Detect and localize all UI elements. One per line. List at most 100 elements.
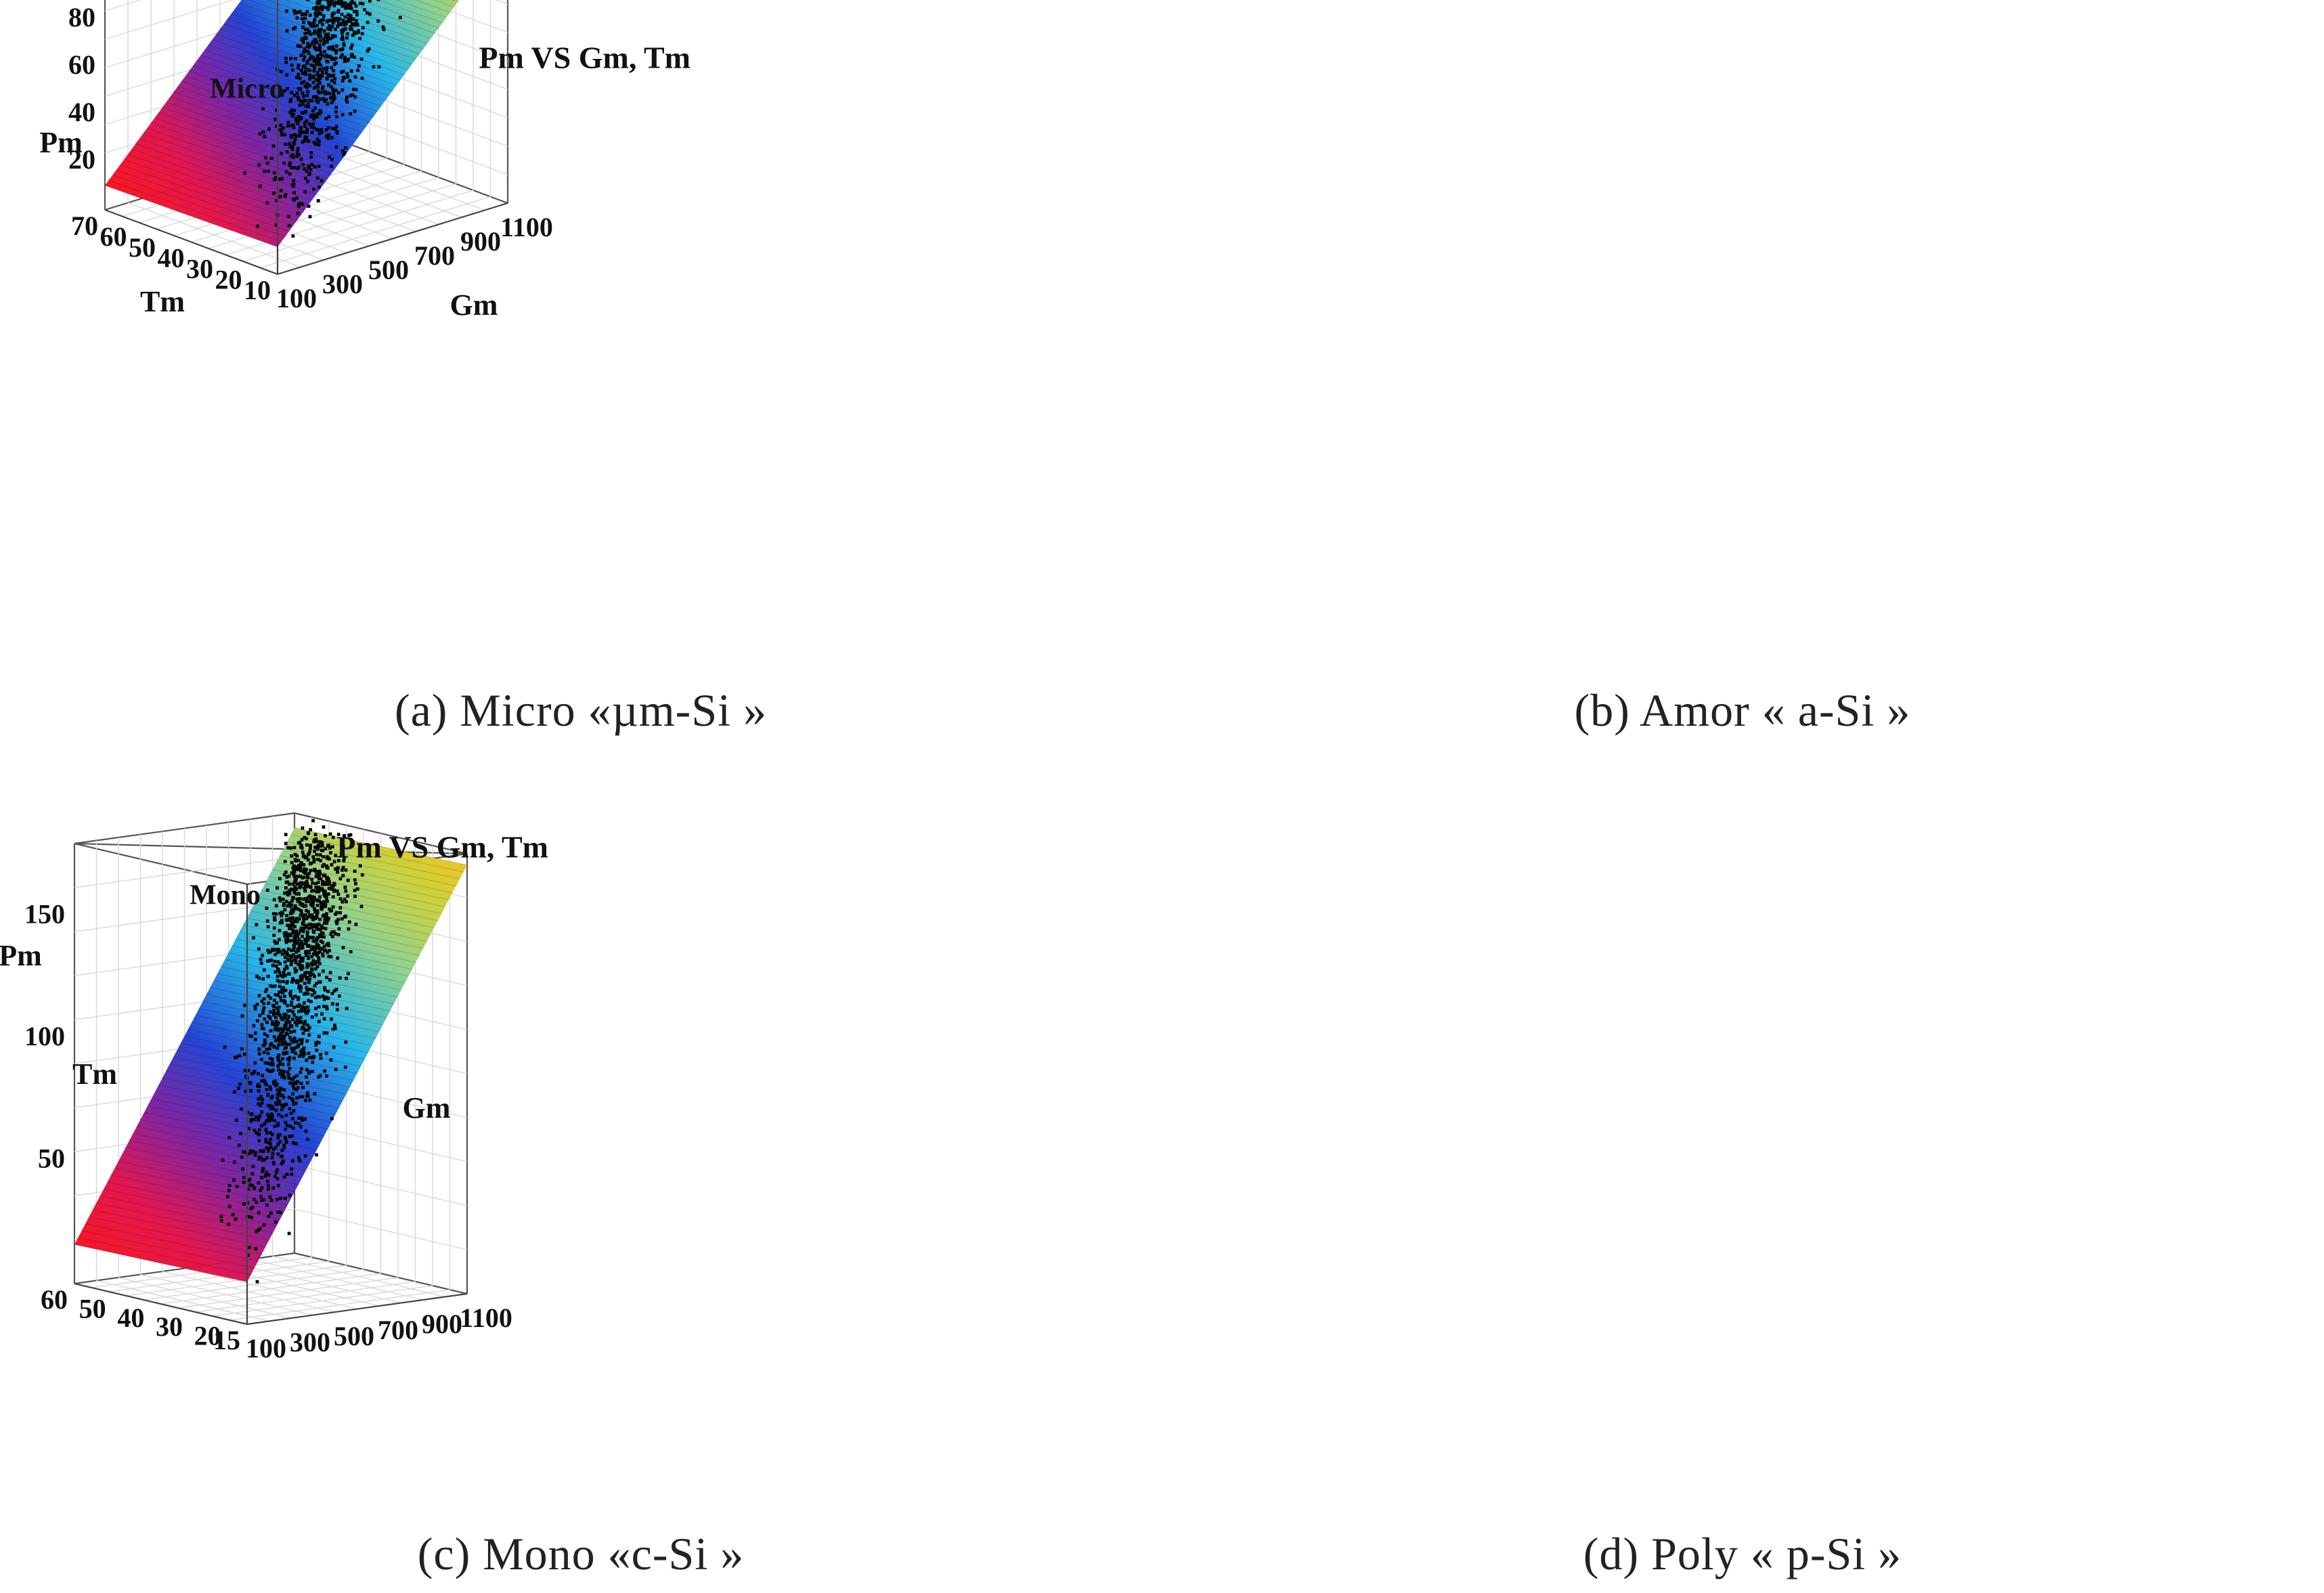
- plane-surface: [105, 0, 460, 247]
- data-point: [344, 914, 347, 918]
- data-point: [331, 895, 335, 899]
- data-point: [282, 1052, 286, 1056]
- data-point: [265, 1203, 269, 1207]
- data-point: [289, 846, 293, 850]
- data-point: [312, 69, 316, 73]
- data-point: [315, 946, 319, 951]
- data-point: [326, 918, 330, 922]
- data-point: [341, 79, 345, 83]
- data-point: [280, 1104, 284, 1108]
- data-point: [307, 1026, 311, 1030]
- data-point: [257, 1157, 261, 1161]
- tm-tick-label: 15: [213, 1325, 240, 1355]
- data-point: [307, 204, 311, 208]
- data-point: [313, 909, 317, 913]
- data-point: [273, 970, 278, 974]
- data-point: [323, 881, 327, 885]
- data-point: [274, 912, 278, 916]
- data-point: [263, 1122, 267, 1126]
- data-point: [237, 1143, 241, 1148]
- data-point: [307, 122, 311, 126]
- data-point: [338, 976, 342, 980]
- data-point: [291, 882, 295, 886]
- data-point: [262, 1078, 266, 1082]
- data-point: [265, 1068, 269, 1072]
- data-point: [334, 34, 337, 38]
- data-point: [293, 885, 297, 889]
- data-point: [315, 853, 319, 856]
- data-point: [250, 1206, 255, 1209]
- data-point: [345, 976, 348, 980]
- data-point: [347, 6, 351, 9]
- data-point: [299, 1016, 303, 1020]
- data-point: [271, 1107, 275, 1110]
- data-point: [337, 858, 341, 863]
- data-point: [349, 46, 353, 50]
- data-point: [331, 905, 335, 909]
- data-point: [315, 53, 320, 58]
- data-point: [292, 198, 297, 202]
- data-point: [325, 60, 328, 63]
- data-point: [238, 1083, 242, 1086]
- data-point: [338, 47, 342, 51]
- data-point: [319, 1056, 323, 1060]
- data-point: [265, 1171, 269, 1175]
- data-point: [276, 1152, 280, 1156]
- data-point: [345, 22, 348, 25]
- data-point: [341, 35, 345, 39]
- data-point: [282, 1034, 286, 1038]
- data-point: [270, 1118, 273, 1121]
- data-point: [279, 123, 283, 127]
- caption-amorphe: (b) Amor « a-Si »: [1574, 684, 1911, 736]
- data-point: [297, 64, 301, 67]
- data-point: [284, 951, 288, 955]
- data-point: [313, 846, 317, 849]
- data-point: [288, 924, 292, 928]
- data-point: [299, 929, 303, 933]
- data-point: [312, 64, 315, 68]
- data-point: [334, 110, 338, 114]
- data-point: [304, 72, 308, 77]
- data-point: [348, 3, 352, 7]
- data-point: [295, 907, 299, 911]
- data-point: [283, 194, 287, 198]
- data-point: [288, 172, 292, 176]
- data-point: [330, 47, 334, 50]
- data-point: [289, 1030, 293, 1034]
- data-point: [297, 867, 301, 871]
- data-point: [303, 1154, 307, 1158]
- data-point: [298, 1038, 301, 1042]
- data-point: [296, 147, 300, 150]
- data-point: [288, 901, 291, 905]
- data-point: [299, 866, 303, 870]
- data-point: [332, 73, 336, 77]
- data-point: [282, 971, 286, 974]
- data-point: [306, 68, 309, 72]
- data-point: [321, 0, 325, 1]
- data-point: [297, 1116, 301, 1120]
- data-point: [355, 887, 359, 891]
- data-point: [272, 934, 276, 937]
- data-point: [306, 938, 310, 942]
- data-point: [317, 62, 322, 66]
- data-point: [340, 28, 344, 32]
- data-point: [305, 909, 308, 913]
- data-point: [286, 1028, 290, 1032]
- data-point: [292, 1048, 295, 1052]
- data-point: [297, 892, 301, 896]
- data-point: [349, 54, 353, 58]
- data-point: [292, 191, 296, 195]
- data-point: [301, 1095, 305, 1099]
- data-point: [307, 871, 311, 875]
- data-point: [297, 118, 301, 123]
- data-point: [233, 1056, 237, 1060]
- data-point: [301, 1118, 305, 1122]
- data-point: [315, 873, 319, 877]
- data-point: [327, 3, 331, 7]
- data-point: [305, 873, 309, 877]
- data-point: [251, 1150, 255, 1153]
- data-point: [297, 134, 301, 137]
- data-point: [322, 997, 326, 1001]
- data-point: [289, 154, 293, 158]
- data-point: [257, 1116, 261, 1119]
